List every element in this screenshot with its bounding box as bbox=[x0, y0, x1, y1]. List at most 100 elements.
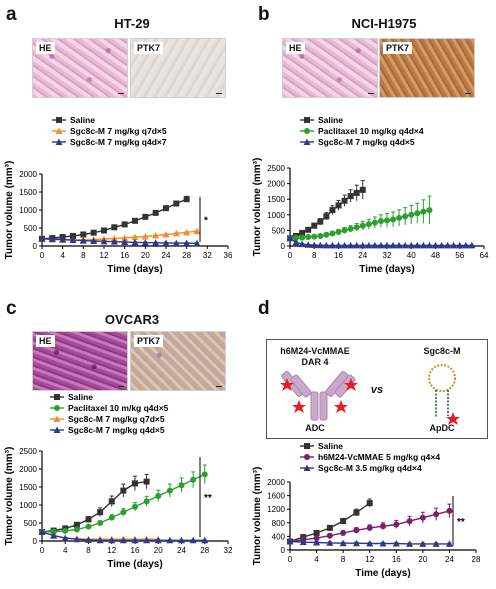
data-point bbox=[50, 528, 57, 535]
data-point bbox=[389, 241, 397, 249]
data-point bbox=[131, 233, 139, 241]
y-tick-label: 500 bbox=[272, 226, 286, 235]
data-point bbox=[326, 539, 334, 546]
x-tick-label: 4 bbox=[60, 251, 65, 260]
x-tick-label: 0 bbox=[40, 251, 45, 260]
data-point bbox=[193, 227, 201, 235]
data-point bbox=[96, 536, 104, 544]
y-tick-label: 1500 bbox=[267, 195, 285, 204]
x-axis-label: Time (days) bbox=[107, 559, 162, 570]
x-tick-label: 4 bbox=[314, 555, 319, 564]
x-tick-label: 24 bbox=[177, 546, 186, 555]
data-point bbox=[143, 536, 151, 544]
data-point bbox=[62, 527, 69, 534]
y-tick-label: 2500 bbox=[19, 447, 37, 456]
data-point bbox=[379, 540, 387, 547]
data-point bbox=[414, 210, 421, 217]
data-point bbox=[335, 228, 342, 235]
series-1 bbox=[39, 464, 208, 535]
legend-label: Saline bbox=[68, 392, 93, 402]
data-point bbox=[322, 241, 330, 249]
data-point bbox=[326, 532, 333, 539]
data-point bbox=[59, 236, 67, 243]
scale-bar bbox=[216, 386, 222, 387]
data-point bbox=[299, 234, 306, 241]
he-stain-image-b: HE bbox=[282, 38, 378, 98]
data-point bbox=[141, 232, 149, 240]
data-point bbox=[456, 241, 464, 249]
apdc-label: ApDC bbox=[429, 423, 455, 433]
data-point bbox=[162, 239, 170, 246]
data-point bbox=[101, 227, 107, 234]
legend-label: Sgc8c-M 7 mg/kg q7d×5 bbox=[70, 126, 167, 136]
y-axis-label: Tumor volume (mm³) bbox=[4, 161, 15, 260]
x-tick-label: 28 bbox=[472, 555, 481, 564]
legend-marker bbox=[56, 117, 62, 123]
data-point bbox=[193, 239, 201, 247]
scale-bar bbox=[465, 93, 471, 94]
x-tick-label: 12 bbox=[107, 546, 116, 555]
data-point bbox=[183, 239, 191, 247]
data-point bbox=[69, 236, 77, 244]
ptk7-tag: PTK7 bbox=[134, 42, 164, 54]
data-point bbox=[316, 241, 324, 249]
data-point bbox=[420, 208, 427, 215]
data-point bbox=[359, 222, 366, 229]
x-tick-label: 28 bbox=[200, 546, 209, 555]
legend-label: Sgc8c-M 7 mg/kg q4d×5 bbox=[318, 137, 415, 147]
y-tick-label: 1000 bbox=[19, 501, 37, 510]
ptk7-stain-image-a: PTK7 bbox=[130, 38, 226, 98]
legend-marker bbox=[53, 426, 61, 433]
chart-d: 0 4 8 12 16 20 24 28 0 400 800 1200 1600 2000 Time (da… bbox=[252, 441, 481, 579]
ptk7-tag: PTK7 bbox=[134, 335, 164, 347]
data-point bbox=[142, 213, 149, 220]
y-tick-label: 2000 bbox=[267, 478, 285, 487]
data-point bbox=[425, 241, 433, 249]
x-tick-label: 0 bbox=[288, 555, 293, 564]
panel-letter-a: a bbox=[6, 4, 17, 25]
data-point bbox=[132, 217, 138, 224]
panel-letter-b: b bbox=[258, 4, 270, 25]
data-point bbox=[73, 526, 80, 533]
data-point bbox=[335, 202, 342, 209]
legend-marker bbox=[304, 443, 310, 449]
adc-label: ADC bbox=[305, 423, 325, 433]
legend-marker bbox=[303, 464, 311, 471]
data-point bbox=[143, 478, 150, 485]
data-point bbox=[163, 205, 169, 212]
data-point bbox=[380, 523, 386, 530]
legend-marker bbox=[53, 415, 61, 422]
chart-b: 0 8 16 24 32 40 48 56 64 0 500 1000 1500 2000 2500 Time… bbox=[252, 115, 489, 275]
panel-letter-d: d bbox=[258, 298, 270, 319]
data-point bbox=[326, 524, 333, 531]
y-tick-label: 1600 bbox=[267, 492, 285, 501]
data-point bbox=[152, 209, 159, 216]
data-point bbox=[392, 540, 400, 547]
he-stain-image-a: HE bbox=[32, 38, 128, 98]
y-axis-label: Tumor volume (mm³) bbox=[252, 467, 263, 566]
data-point bbox=[353, 509, 360, 516]
x-tick-label: 8 bbox=[312, 251, 317, 260]
data-point bbox=[339, 539, 347, 547]
x-tick-label: 20 bbox=[154, 546, 163, 555]
y-axis-label: Tumor volume (mm³) bbox=[252, 158, 263, 257]
x-tick-label: 20 bbox=[141, 251, 150, 260]
data-point bbox=[340, 530, 347, 536]
data-point bbox=[143, 498, 150, 505]
data-point bbox=[121, 238, 129, 246]
data-point bbox=[155, 493, 162, 499]
series-2 bbox=[38, 235, 201, 247]
x-tick-label: 24 bbox=[445, 555, 454, 564]
ptk7-stain-image-c: PTK7 bbox=[130, 331, 226, 391]
x-tick-label: 12 bbox=[100, 251, 109, 260]
data-point bbox=[121, 221, 128, 228]
data-point bbox=[359, 241, 367, 249]
data-point bbox=[426, 207, 433, 214]
y-tick-label: 1500 bbox=[19, 483, 37, 492]
x-tick-label: 12 bbox=[365, 555, 374, 564]
data-point bbox=[359, 186, 366, 193]
data-point bbox=[292, 238, 300, 246]
data-point bbox=[120, 509, 127, 516]
data-point bbox=[377, 241, 385, 249]
x-tick-label: 16 bbox=[392, 555, 401, 564]
